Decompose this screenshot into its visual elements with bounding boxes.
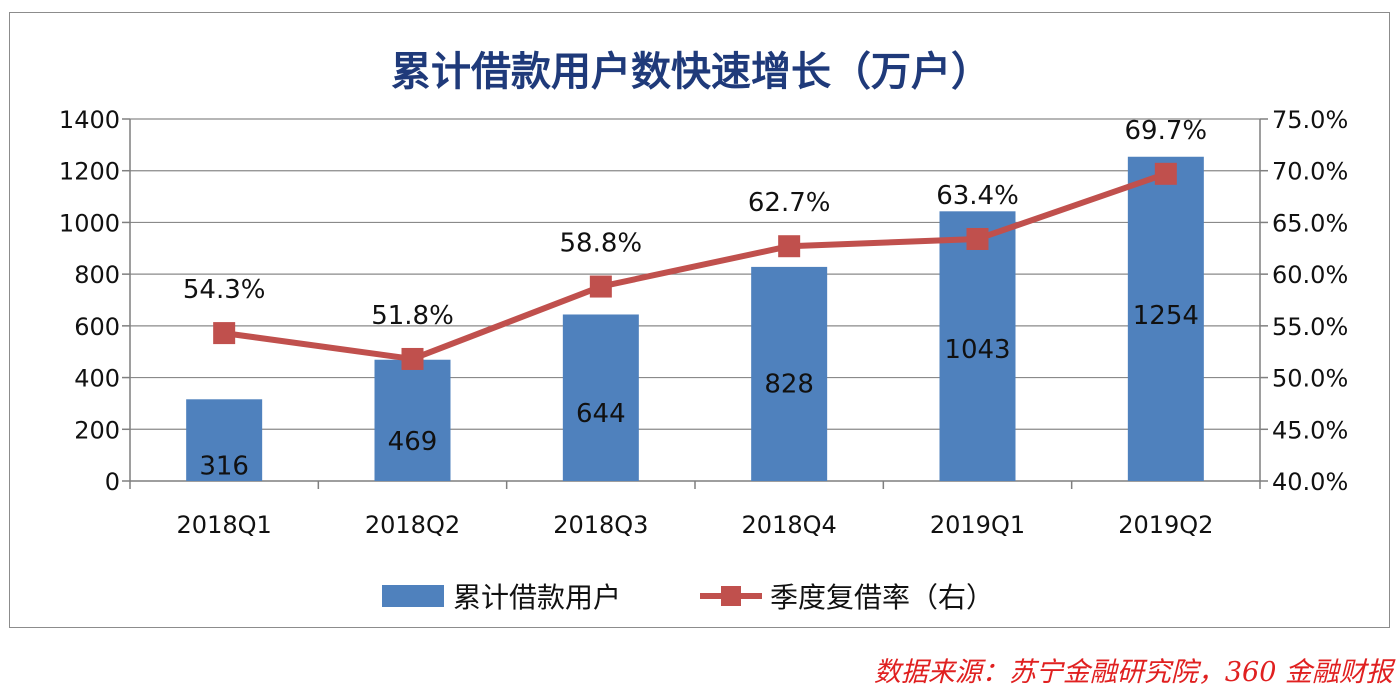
- left-tick-label: 400: [74, 365, 120, 393]
- x-tick-label: 2019Q2: [1118, 511, 1213, 539]
- bar-data-label: 1254: [1133, 301, 1199, 331]
- grid-lines: [130, 118, 1260, 430]
- left-tick-label: 600: [74, 313, 120, 341]
- left-tick-label: 1000: [59, 209, 120, 237]
- data-labels: 316 469 644 828 1043 1254 54.3% 51.8% 58.8% 62.7%…: [183, 116, 1207, 482]
- right-tick-label: 65.0%: [1272, 209, 1348, 237]
- left-tick-label: 0: [105, 468, 120, 496]
- line-marker: [213, 322, 236, 345]
- bar-data-label: 828: [764, 369, 814, 399]
- line-marker: [589, 275, 612, 298]
- line-path: [223, 170, 1167, 362]
- legend-swatch-bar: [382, 585, 444, 607]
- line-data-label: 63.4%: [936, 181, 1019, 211]
- line-marker: [778, 235, 801, 258]
- line-marker: [1154, 162, 1177, 185]
- right-tick-label: 40.0%: [1272, 468, 1348, 496]
- line-data-label: 69.7%: [1125, 116, 1208, 146]
- line-data-label: 54.3%: [183, 275, 266, 305]
- bar: [1127, 156, 1204, 481]
- x-tick-label: 2019Q1: [930, 511, 1025, 539]
- left-tick-label: 200: [74, 416, 120, 444]
- bar: [186, 399, 263, 481]
- legend-swatch-marker: [721, 586, 741, 606]
- line-series: [213, 162, 1177, 370]
- x-tick-label: 2018Q4: [742, 511, 837, 539]
- legend-label-bar: 累计借款用户: [453, 581, 621, 614]
- bar-data-label: 469: [388, 427, 438, 457]
- bar: [751, 266, 828, 481]
- chart-svg: 累计借款用户数快速增长（万户） 0 200 400 600 800 1000 1200 140…: [59, 48, 1348, 614]
- right-tick-label: 50.0%: [1272, 365, 1348, 393]
- x-tick-label: 2018Q2: [365, 511, 460, 539]
- x-tick-label: 2018Q3: [553, 511, 648, 539]
- line-data-label: 62.7%: [748, 188, 831, 218]
- x-tick-label: 2018Q1: [177, 511, 272, 539]
- bar-data-label: 1043: [944, 335, 1010, 365]
- bar: [939, 211, 1016, 481]
- source-note: 数据来源：苏宁金融研究院，360 金融财报: [873, 657, 1393, 688]
- left-tick-label: 1200: [59, 158, 120, 186]
- right-tick-label: 70.0%: [1272, 158, 1348, 186]
- bar-data-label: 316: [199, 451, 249, 481]
- left-tick-label: 800: [74, 261, 120, 289]
- bar: [562, 314, 639, 481]
- chart-title: 累计借款用户数快速增长（万户）: [391, 48, 991, 95]
- line-marker: [966, 227, 989, 250]
- axes: 0 200 400 600 800 1000 1200 1400 40.0% 45.0% 50.0%…: [59, 106, 1348, 539]
- right-tick-label: 60.0%: [1272, 261, 1348, 289]
- bar: [374, 359, 451, 481]
- right-tick-label: 75.0%: [1272, 106, 1348, 134]
- right-tick-label: 55.0%: [1272, 313, 1348, 341]
- chart-frame: 累计借款用户数快速增长（万户） 0 200 400 600 800 1000 1200 140…: [9, 12, 1390, 628]
- bar-series: [186, 156, 1204, 481]
- line-data-label: 51.8%: [371, 301, 454, 331]
- line-marker: [401, 347, 424, 370]
- right-tick-label: 45.0%: [1272, 416, 1348, 444]
- bar-data-label: 644: [576, 399, 626, 429]
- legend: 累计借款用户 季度复借率（右）: [382, 581, 994, 614]
- line-data-label: 58.8%: [560, 229, 643, 259]
- left-tick-label: 1400: [59, 106, 120, 134]
- legend-label-line: 季度复借率（右）: [770, 581, 994, 614]
